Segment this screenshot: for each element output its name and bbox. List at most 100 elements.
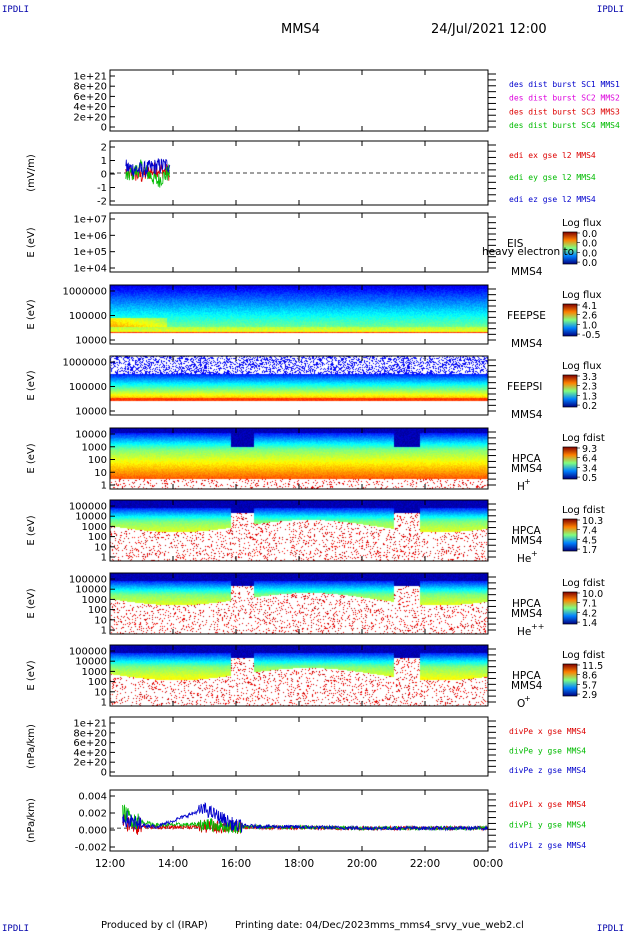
colorbar-tick-label: 4.2: [582, 608, 597, 619]
colorbar-tick-label: 3.3: [582, 372, 597, 383]
legend-entry: divPe y gse MMS4: [509, 747, 586, 756]
y-tick-label: 2e+20: [73, 758, 107, 769]
colorbar-tick-label: 0.0: [582, 239, 597, 250]
colorbar-title: Log flux: [562, 361, 602, 372]
colorbar-scale: [562, 518, 578, 552]
corner-mark-bl: IPDLI: [2, 924, 30, 934]
y-tick-label: 1000: [82, 667, 107, 678]
colorbar-tick-label: 0.0: [582, 229, 597, 240]
colorbar-title: Log flux: [562, 290, 602, 301]
y-tick-label: 0: [101, 768, 107, 779]
legend-entry: des dist burst SC2 MMS2: [509, 94, 620, 103]
colorbar-tick-label: 0.0: [582, 258, 597, 269]
y-tick-label: 0: [101, 123, 107, 134]
colorbar-tick-label: 1.3: [582, 391, 597, 402]
footer-script: mms_mms4_srvy_vue_web2.cl: [370, 920, 524, 931]
colorbar-scale: [562, 303, 578, 337]
legend-entry: divPe x gse MMS4: [509, 727, 586, 736]
species-label: He: [517, 626, 531, 638]
legend-entry: edi ex gse l2 MMS4: [509, 151, 596, 160]
species-label: H: [517, 481, 525, 493]
y-tick-label: 10000: [75, 585, 107, 596]
y-axis-label: E (eV): [26, 443, 37, 473]
colorbar-tick-label: 2.3: [582, 382, 597, 393]
y-tick-label: 4e+20: [73, 102, 107, 113]
y-tick-label: 10: [94, 468, 107, 479]
legend-entry: divPi y gse MMS4: [509, 821, 586, 830]
colorbar-tick-label: 1.4: [582, 618, 597, 629]
spectrogram-feeps-e: [110, 285, 488, 344]
y-tick-label: 4e+20: [73, 748, 107, 759]
time-tick-label: 12:00: [95, 858, 125, 870]
y-axis-label: (mV/m): [26, 154, 37, 192]
panel-frame-2: [109, 212, 489, 273]
spacecraft-label: MMS4: [511, 608, 543, 620]
colorbar-tick-label: 7.4: [582, 526, 597, 537]
y-tick-label: 1000000: [62, 358, 107, 369]
spacecraft-label: MMS4: [511, 535, 543, 547]
colorbar-title: Log fdist: [562, 505, 605, 516]
y-tick-label: 1e+05: [73, 247, 107, 258]
y-tick-label: 0.000: [78, 826, 107, 837]
y-tick-label: 8e+20: [73, 82, 107, 93]
y-tick-label: 10: [94, 687, 107, 698]
y-tick-label: 0.004: [78, 792, 107, 803]
spectrogram-feeps-i: [110, 356, 488, 415]
y-tick-label: 0.002: [78, 809, 107, 820]
colorbar-scale: [562, 591, 578, 625]
colorbar-tick-label: 3.4: [582, 463, 597, 474]
y-tick-label: -2: [97, 197, 107, 208]
y-tick-label: 6e+20: [73, 738, 107, 749]
charge-label: +: [531, 549, 538, 558]
y-tick-label: 1e+21: [73, 72, 107, 83]
legend-entry: edi ez gse l2 MMS4: [509, 195, 596, 204]
spectrogram-hpca-h: [110, 428, 488, 489]
colorbar-tick-label: 0.0: [582, 248, 597, 259]
y-tick-label: 10000: [75, 407, 107, 418]
y-tick-label: 10: [94, 542, 107, 553]
y-axis-label: E (eV): [26, 660, 37, 690]
colorbar-tick-label: -0.5: [582, 330, 601, 341]
y-axis-label: E (eV): [26, 588, 37, 618]
y-axis-label: (nPa/km): [26, 724, 37, 769]
y-tick-label: 100: [88, 532, 107, 543]
time-tick-label: 20:00: [347, 858, 377, 870]
y-tick-label: 1: [101, 481, 107, 492]
datetime-title: 24/Jul/2021 12:00: [431, 22, 547, 37]
charge-label: +: [524, 477, 531, 486]
colorbar-tick-label: 1.7: [582, 545, 597, 556]
colorbar-tick-label: 4.1: [582, 301, 597, 312]
overlay-label: heavy electron to: [482, 246, 574, 258]
y-tick-label: 100: [88, 677, 107, 688]
spectrogram-hpca-hepp: [110, 573, 488, 634]
colorbar-title: Log fdist: [562, 578, 605, 589]
time-tick-label: 18:00: [284, 858, 314, 870]
colorbar-tick-label: 10.0: [582, 589, 603, 600]
y-tick-label: -1: [97, 183, 107, 194]
y-tick-label: 100000: [69, 311, 107, 322]
species-label: He: [517, 553, 531, 565]
colorbar-tick-label: 2.9: [582, 690, 597, 701]
colorbar-tick-label: 4.5: [582, 535, 597, 546]
y-tick-label: 1000: [82, 595, 107, 606]
series-line: [125, 158, 171, 178]
colorbar-title: Log fdist: [562, 650, 605, 661]
colorbar-scale: [562, 374, 578, 408]
y-tick-label: 10000: [75, 430, 107, 441]
colorbar-tick-label: 0.5: [582, 473, 597, 484]
y-tick-label: 100000: [69, 647, 107, 658]
y-tick-label: 2: [101, 143, 107, 154]
y-axis-label: E (eV): [26, 299, 37, 329]
time-tick-label: 00:00: [473, 858, 503, 870]
spacecraft-label: MMS4: [511, 463, 543, 475]
colorbar-title: Log flux: [562, 218, 602, 229]
y-tick-label: 6e+20: [73, 92, 107, 103]
legend-entry: edi ey gse l2 MMS4: [509, 173, 596, 182]
y-tick-label: 100: [88, 605, 107, 616]
legend-entry: des dist burst SC4 MMS4: [509, 121, 620, 130]
